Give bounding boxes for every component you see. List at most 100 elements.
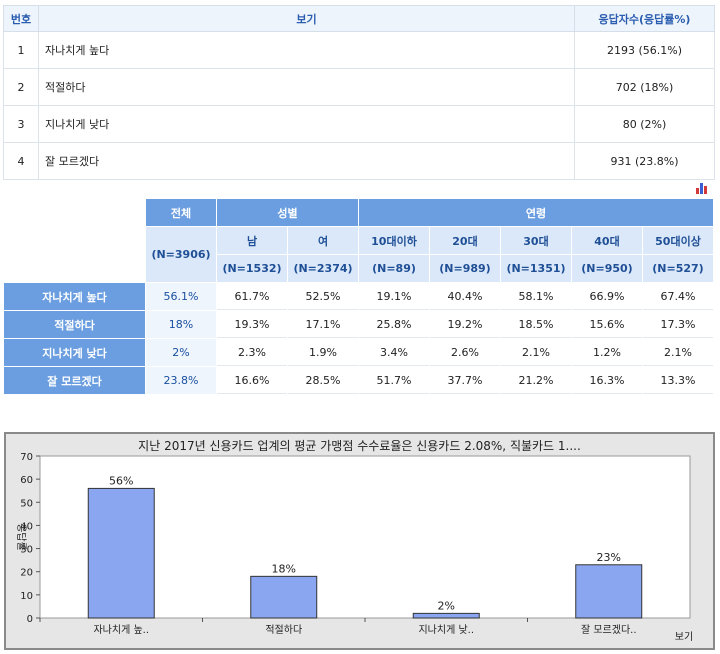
y-tick-label: 40	[20, 521, 33, 532]
y-tick-label: 10	[20, 591, 33, 602]
n-value: (N=1532)	[217, 255, 287, 282]
n-value: (N=89)	[359, 255, 429, 282]
cell-value: 37.7%	[430, 367, 500, 394]
x-tick-label: 적절하다	[265, 623, 302, 636]
answer-response: 2193 (56.1%)	[574, 31, 715, 69]
subheader-female: 여	[288, 227, 358, 254]
subheader-age-30: 30대	[501, 227, 571, 254]
cell-value: 17.3%	[643, 311, 713, 338]
bar-value-label: 2%	[438, 599, 455, 612]
y-tick-label: 0	[27, 614, 33, 625]
answer-response: 80 (2%)	[574, 105, 715, 143]
cell-value: 21.2%	[501, 367, 571, 394]
answer-row: 2 적절하다 702 (18%)	[3, 68, 715, 106]
cell-value: 2.3%	[217, 339, 287, 366]
header-total: 전체	[146, 199, 216, 226]
cell-value: 16.3%	[572, 367, 642, 394]
cross-n-row: (N=1532) (N=2374) (N=89) (N=989) (N=1351…	[4, 255, 713, 282]
cell-value: 17.1%	[288, 311, 358, 338]
answer-response: 931 (23.8%)	[574, 142, 715, 180]
cross-header-row: 전체 성별 연령	[4, 199, 713, 282]
x-tick-label: 잘 모르겠다..	[581, 624, 637, 636]
cell-total: 23.8%	[146, 367, 216, 394]
x-tick-label: 지나치게 낮..	[418, 624, 474, 636]
cell-value: 2.1%	[501, 339, 571, 366]
answer-choice: 잘 모르겠다	[38, 142, 575, 180]
chart-canvas: 0 10 20 30 40 50 60 70 응답률 56% 자나치게 높.. 18% 적절하다 2% 지나…	[15, 452, 693, 643]
cell-value: 2.1%	[643, 339, 713, 366]
cross-data-row: 지나치게 낮다 2% 2.3% 1.9% 3.4% 2.6% 2.1% 1.2%…	[4, 339, 713, 366]
cell-value: 3.4%	[359, 339, 429, 366]
bar-value-label: 56%	[109, 474, 133, 487]
cell-value: 15.6%	[572, 311, 642, 338]
header-choice: 보기	[38, 5, 575, 32]
header-response: 응답자수(응답률%)	[574, 5, 715, 32]
row-label: 잘 모르겠다	[4, 367, 145, 394]
bar	[250, 575, 318, 619]
answer-no: 4	[3, 142, 39, 180]
row-label: 적절하다	[4, 311, 145, 338]
chart-title: 지난 2017년 신용카드 업계의 평균 가맹점 수수료율은 신용카드 2.08…	[138, 439, 581, 453]
answer-no: 3	[3, 105, 39, 143]
cell-value: 13.3%	[643, 367, 713, 394]
y-tick-label: 50	[20, 498, 33, 509]
x-tick-label: 자나치게 높..	[93, 624, 149, 636]
cell-value: 1.2%	[572, 339, 642, 366]
cell-total: 2%	[146, 339, 216, 366]
subheader-age-40: 40대	[572, 227, 642, 254]
cell-value: 52.5%	[288, 283, 358, 310]
cell-value: 58.1%	[501, 283, 571, 310]
n-value: (N=527)	[643, 255, 713, 282]
cell-value: 61.7%	[217, 283, 287, 310]
bar-chart-icon[interactable]	[696, 183, 710, 194]
x-axis-label: 보기	[675, 631, 693, 643]
y-axis-label: 응답률	[15, 523, 27, 551]
cell-value: 1.9%	[288, 339, 358, 366]
cell-value: 16.6%	[217, 367, 287, 394]
answer-no: 2	[3, 68, 39, 106]
n-value: (N=989)	[430, 255, 500, 282]
cell-value: 51.7%	[359, 367, 429, 394]
bar	[87, 487, 155, 619]
subheader-age-10: 10대이하	[359, 227, 429, 254]
answer-choice: 자나치게 높다	[38, 31, 575, 69]
cell-value: 19.3%	[217, 311, 287, 338]
y-tick-label: 20	[20, 568, 33, 579]
header-age: 연령	[359, 199, 713, 226]
cross-subheader-row: (N=3906) 남 여 10대이하 20대 30대 40대 50대이상	[4, 227, 713, 282]
n-total: (N=3906)	[146, 227, 216, 282]
cell-value: 40.4%	[430, 283, 500, 310]
header-gender: 성별	[217, 199, 358, 226]
answer-row: 1 자나치게 높다 2193 (56.1%)	[3, 31, 715, 69]
y-tick-label: 70	[20, 452, 33, 463]
cross-table: 전체 성별 연령 (N=3906) 남 여 10대이하 20대 30대 40대 …	[3, 198, 714, 395]
answer-row: 3 지나치게 낮다 80 (2%)	[3, 105, 715, 143]
answer-table: 번호 보기 응답자수(응답률%) 1 자나치게 높다 2193 (56.1%) …	[3, 5, 715, 180]
cell-value: 19.2%	[430, 311, 500, 338]
answer-response: 702 (18%)	[574, 68, 715, 106]
bar-value-label: 23%	[597, 551, 621, 564]
cell-value: 2.6%	[430, 339, 500, 366]
bar	[412, 612, 480, 619]
subheader-male: 남	[217, 227, 287, 254]
cell-total: 56.1%	[146, 283, 216, 310]
cell-value: 25.8%	[359, 311, 429, 338]
answer-choice: 적절하다	[38, 68, 575, 106]
cell-value: 28.5%	[288, 367, 358, 394]
cell-total: 18%	[146, 311, 216, 338]
n-value: (N=2374)	[288, 255, 358, 282]
subheader-age-50: 50대이상	[643, 227, 713, 254]
cross-data-row: 자나치게 높다 56.1% 61.7% 52.5% 19.1% 40.4% 58…	[4, 283, 713, 310]
response-chart: 지난 2017년 신용카드 업계의 평균 가맹점 수수료율은 신용카드 2.08…	[4, 432, 715, 650]
answer-row: 4 잘 모르겠다 931 (23.8%)	[3, 142, 715, 180]
cross-data-row: 적절하다 18% 19.3% 17.1% 25.8% 19.2% 18.5% 1…	[4, 311, 713, 338]
n-value: (N=1351)	[501, 255, 571, 282]
bar-value-label: 18%	[272, 562, 296, 575]
cross-data-row: 잘 모르겠다 23.8% 16.6% 28.5% 51.7% 37.7% 21.…	[4, 367, 713, 394]
cell-value: 67.4%	[643, 283, 713, 310]
answer-choice: 지나치게 낮다	[38, 105, 575, 143]
cell-value: 19.1%	[359, 283, 429, 310]
cell-value: 66.9%	[572, 283, 642, 310]
n-value: (N=950)	[572, 255, 642, 282]
answer-table-header: 번호 보기 응답자수(응답률%)	[3, 5, 715, 32]
